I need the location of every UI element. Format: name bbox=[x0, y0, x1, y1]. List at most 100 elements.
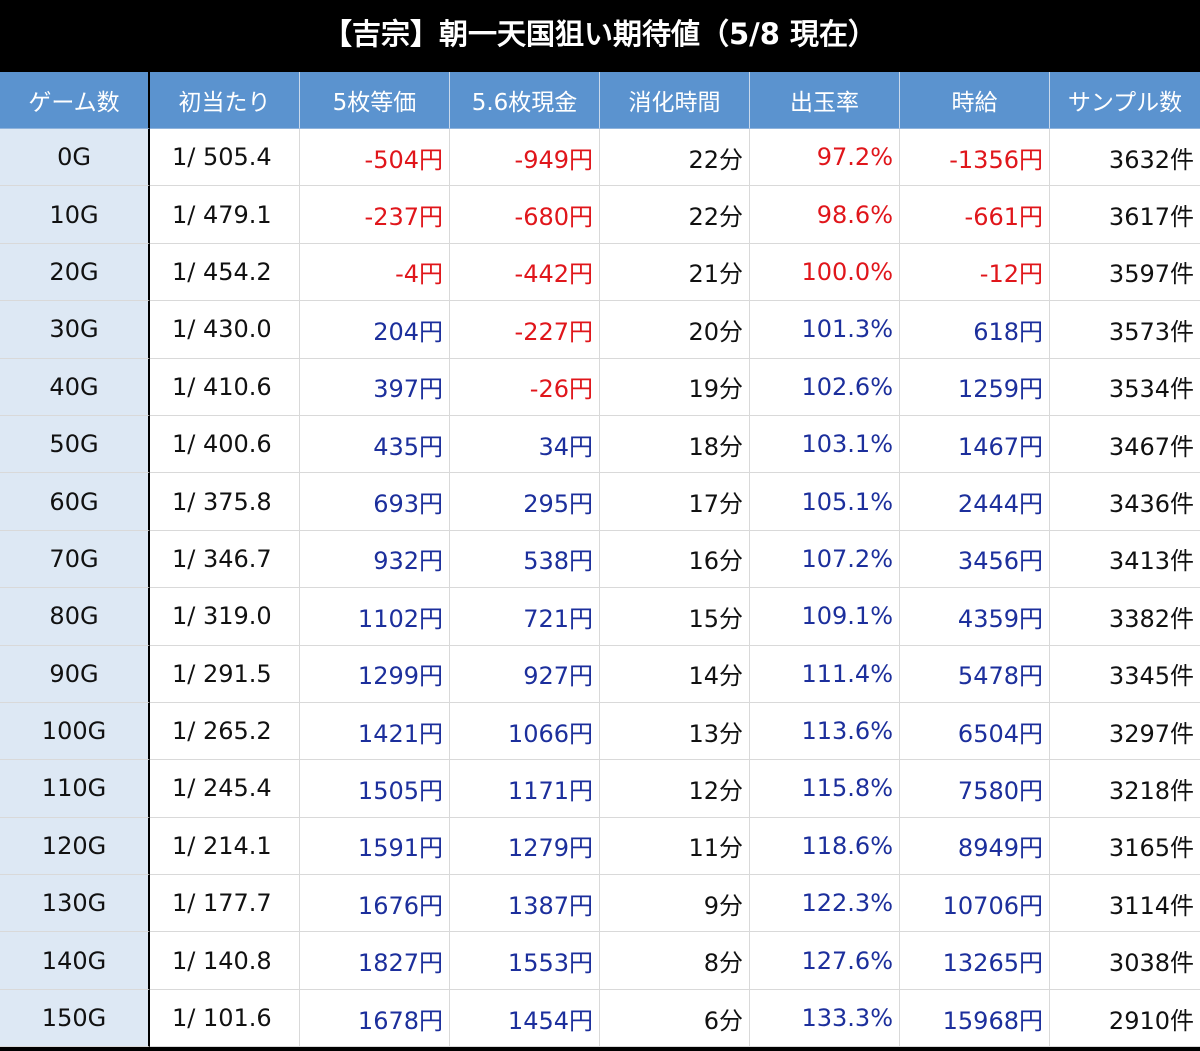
cell-5-equal: 1678円 bbox=[300, 989, 450, 1048]
cell-payout-rate: 105.1% bbox=[750, 473, 900, 531]
cell-hourly: 1467円 bbox=[900, 415, 1050, 474]
cell-5-equal: 1591円 bbox=[300, 817, 450, 876]
cell-game-count: 30G bbox=[0, 301, 150, 359]
cell-game-count: 130G bbox=[0, 875, 150, 933]
header-sample-count: サンプル数 bbox=[1050, 72, 1200, 129]
cell-payout-rate: 113.6% bbox=[750, 702, 900, 761]
cell-time: 14分 bbox=[600, 645, 750, 703]
table-row: 110G 1/ 245.4 1505円 1171円 12分 115.8% 7580円 3218… bbox=[0, 760, 1200, 818]
page-title: 【吉宗】朝一天国狙い期待値（5/8 現在） bbox=[0, 0, 1200, 72]
cell-5-6-cash: -949円 bbox=[450, 129, 600, 187]
cell-first-hit: 1/ 140.8 bbox=[150, 932, 300, 990]
table-row: 140G 1/ 140.8 1827円 1553円 8分 127.6% 13265円 3038… bbox=[0, 932, 1200, 990]
cell-game-count: 0G bbox=[0, 129, 150, 187]
cell-time: 22分 bbox=[600, 186, 750, 244]
cell-5-equal: 1505円 bbox=[300, 760, 450, 818]
cell-5-6-cash: 1454円 bbox=[450, 989, 600, 1048]
cell-sample-count: 3165件 bbox=[1050, 818, 1200, 876]
cell-time: 20分 bbox=[600, 301, 750, 359]
header-hourly: 時給 bbox=[900, 72, 1050, 129]
table-row: 0G 1/ 505.4 -504円 -949円 22分 97.2% -1356円 3632件 bbox=[0, 129, 1200, 187]
cell-game-count: 150G bbox=[0, 989, 150, 1048]
cell-hourly: 1259円 bbox=[900, 358, 1050, 416]
cell-5-6-cash: 1279円 bbox=[450, 817, 600, 876]
cell-time: 15分 bbox=[600, 588, 750, 646]
cell-5-equal: 693円 bbox=[300, 473, 450, 531]
cell-5-6-cash: 295円 bbox=[450, 473, 600, 531]
cell-sample-count: 3413件 bbox=[1050, 531, 1200, 589]
cell-sample-count: 3436件 bbox=[1050, 473, 1200, 531]
cell-first-hit: 1/ 375.8 bbox=[150, 473, 300, 531]
cell-hourly: 5478円 bbox=[900, 645, 1050, 703]
cell-game-count: 50G bbox=[0, 415, 150, 474]
cell-5-equal: 1676円 bbox=[300, 875, 450, 933]
table-row: 60G 1/ 375.8 693円 295円 17分 105.1% 2444円 3436件 bbox=[0, 473, 1200, 531]
cell-first-hit: 1/ 177.7 bbox=[150, 875, 300, 933]
table-row: 100G 1/ 265.2 1421円 1066円 13分 113.6% 6504円 3297… bbox=[0, 702, 1200, 761]
cell-first-hit: 1/ 319.0 bbox=[150, 588, 300, 646]
cell-first-hit: 1/ 245.4 bbox=[150, 760, 300, 818]
cell-5-equal: 1102円 bbox=[300, 588, 450, 646]
cell-hourly: 4359円 bbox=[900, 588, 1050, 646]
header-5-6-cash: 5.6枚現金 bbox=[450, 72, 600, 129]
cell-hourly: 7580円 bbox=[900, 760, 1050, 818]
header-payout-rate: 出玉率 bbox=[750, 72, 900, 129]
cell-5-equal: 397円 bbox=[300, 358, 450, 416]
cell-first-hit: 1/ 101.6 bbox=[150, 989, 300, 1048]
cell-5-6-cash: -26円 bbox=[450, 358, 600, 416]
cell-5-6-cash: 721円 bbox=[450, 588, 600, 646]
cell-payout-rate: 100.0% bbox=[750, 243, 900, 302]
cell-5-6-cash: 1066円 bbox=[450, 702, 600, 761]
cell-time: 9分 bbox=[600, 875, 750, 933]
cell-5-6-cash: 34円 bbox=[450, 415, 600, 474]
cell-time: 18分 bbox=[600, 415, 750, 474]
table-row: 70G 1/ 346.7 932円 538円 16分 107.2% 3456円 3413件 bbox=[0, 530, 1200, 589]
cell-time: 8分 bbox=[600, 932, 750, 990]
cell-time: 22分 bbox=[600, 129, 750, 187]
cell-first-hit: 1/ 346.7 bbox=[150, 530, 300, 589]
cell-payout-rate: 118.6% bbox=[750, 817, 900, 876]
table-row: 40G 1/ 410.6 397円 -26円 19分 102.6% 1259円 3534件 bbox=[0, 358, 1200, 416]
cell-game-count: 90G bbox=[0, 645, 150, 703]
cell-time: 17分 bbox=[600, 473, 750, 531]
cell-hourly: -12円 bbox=[900, 243, 1050, 302]
cell-time: 12分 bbox=[600, 760, 750, 818]
table-row: 90G 1/ 291.5 1299円 927円 14分 111.4% 5478円 3345件 bbox=[0, 645, 1200, 703]
cell-first-hit: 1/ 265.2 bbox=[150, 702, 300, 761]
table-row: 20G 1/ 454.2 -4円 -442円 21分 100.0% -12円 3597件 bbox=[0, 243, 1200, 302]
cell-game-count: 10G bbox=[0, 186, 150, 244]
cell-5-equal: -504円 bbox=[300, 129, 450, 187]
cell-5-6-cash: 927円 bbox=[450, 645, 600, 703]
cell-sample-count: 3218件 bbox=[1050, 760, 1200, 818]
table-row: 50G 1/ 400.6 435円 34円 18分 103.1% 1467円 3467件 bbox=[0, 415, 1200, 474]
cell-game-count: 60G bbox=[0, 473, 150, 531]
cell-payout-rate: 111.4% bbox=[750, 645, 900, 703]
cell-time: 21分 bbox=[600, 243, 750, 302]
cell-payout-rate: 109.1% bbox=[750, 588, 900, 646]
cell-payout-rate: 133.3% bbox=[750, 989, 900, 1048]
cell-payout-rate: 101.3% bbox=[750, 301, 900, 359]
cell-first-hit: 1/ 214.1 bbox=[150, 817, 300, 876]
cell-hourly: 13265円 bbox=[900, 932, 1050, 990]
cell-hourly: -1356円 bbox=[900, 129, 1050, 187]
cell-hourly: -661円 bbox=[900, 186, 1050, 244]
cell-time: 13分 bbox=[600, 702, 750, 761]
table-row: 150G 1/ 101.6 1678円 1454円 6分 133.3% 15968円 2910… bbox=[0, 989, 1200, 1048]
table-row: 10G 1/ 479.1 -237円 -680円 22分 98.6% -661円 3617件 bbox=[0, 186, 1200, 244]
cell-hourly: 3456円 bbox=[900, 530, 1050, 589]
cell-sample-count: 2910件 bbox=[1050, 990, 1200, 1048]
cell-payout-rate: 102.6% bbox=[750, 358, 900, 416]
cell-hourly: 618円 bbox=[900, 301, 1050, 359]
table-header-row: ゲーム数 初当たり 5枚等価 5.6枚現金 消化時間 出玉率 時給 サンプル数 bbox=[0, 72, 1200, 129]
cell-game-count: 20G bbox=[0, 243, 150, 302]
cell-game-count: 70G bbox=[0, 530, 150, 589]
cell-sample-count: 3617件 bbox=[1050, 186, 1200, 244]
cell-5-6-cash: -680円 bbox=[450, 186, 600, 244]
cell-first-hit: 1/ 430.0 bbox=[150, 301, 300, 359]
table-row: 130G 1/ 177.7 1676円 1387円 9分 122.3% 10706円 3114… bbox=[0, 875, 1200, 933]
cell-payout-rate: 127.6% bbox=[750, 932, 900, 990]
cell-5-6-cash: 1553円 bbox=[450, 932, 600, 990]
table-row: 120G 1/ 214.1 1591円 1279円 11分 118.6% 8949円 3165… bbox=[0, 817, 1200, 876]
cell-first-hit: 1/ 505.4 bbox=[150, 129, 300, 187]
cell-sample-count: 3038件 bbox=[1050, 932, 1200, 990]
